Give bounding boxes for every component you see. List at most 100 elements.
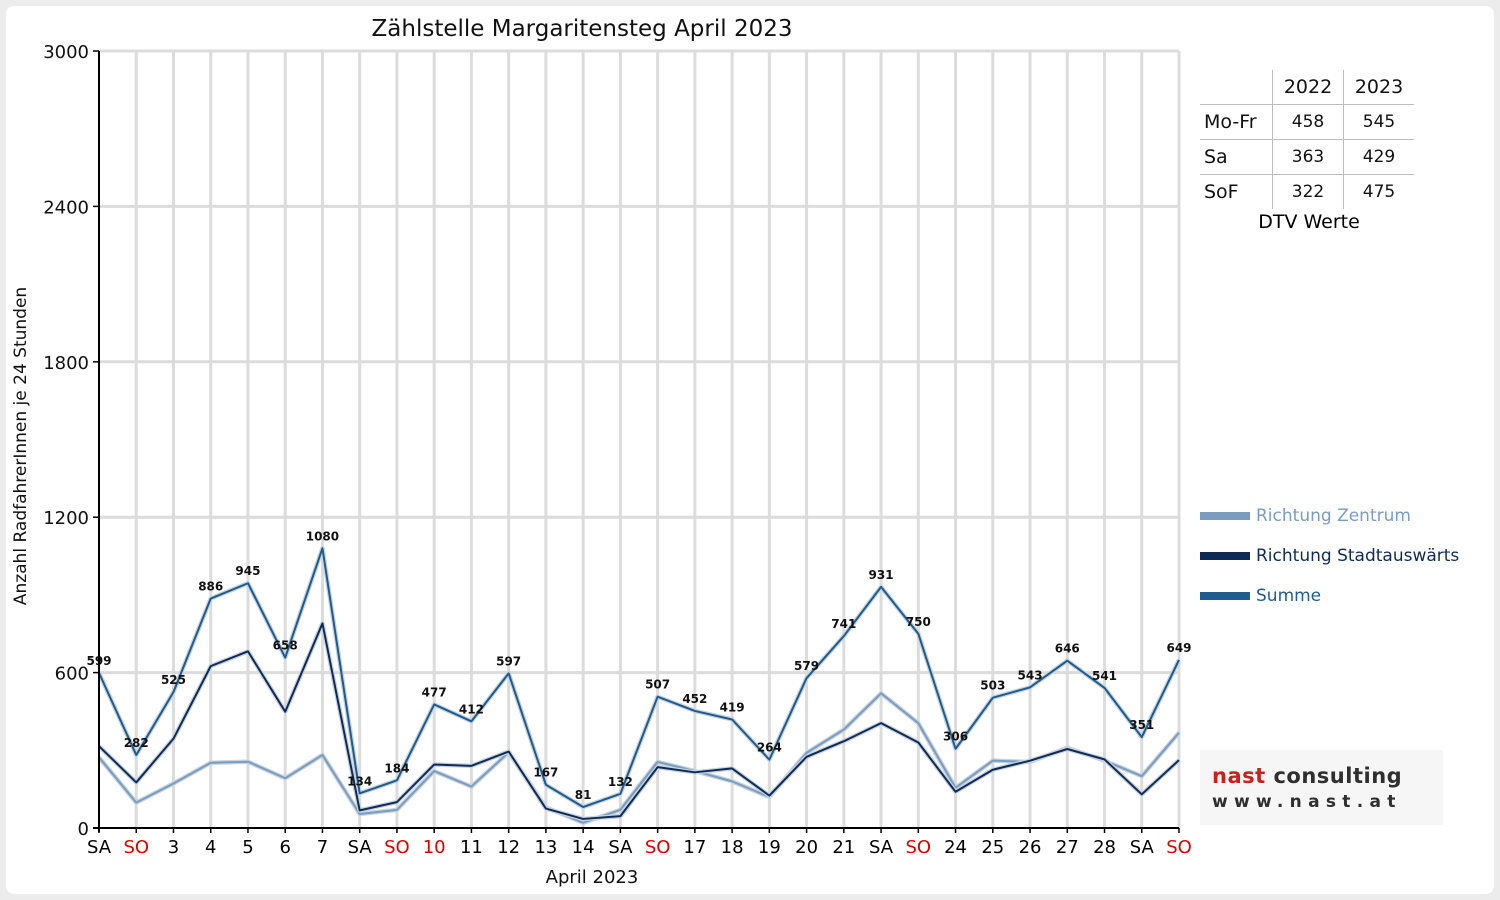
dtv-year-2022: 2022 (1272, 70, 1344, 105)
data-label: 503 (980, 679, 1005, 693)
x-tick-label: SO (906, 837, 932, 858)
data-label: 351 (1129, 718, 1154, 732)
x-axis-label: April 2023 (546, 867, 639, 888)
line-chart: Zählstelle Margaritensteg April 2023 Anz… (11, 16, 1192, 888)
x-tick-label: 27 (1056, 837, 1079, 858)
axes: 0 600 1200 1800 2400 3000 SA SO 3 4 5 6 7 SA SO 10 11 12 1… (43, 42, 1192, 858)
dtv-row-label: SoF (1200, 174, 1273, 209)
data-label: 599 (86, 654, 111, 668)
x-tick-label: 3 (168, 837, 179, 858)
y-tick-label: 0 (78, 819, 89, 840)
x-tick-label: SO (645, 837, 671, 858)
data-label: 658 (273, 639, 298, 653)
x-tick-label: 11 (460, 837, 483, 858)
x-tick-label: SA (1130, 837, 1155, 858)
data-label: 282 (124, 736, 149, 750)
dtv-table: 2022 2023 Mo-Fr 458 545 Sa 363 429 SoF 3… (1200, 70, 1420, 233)
logo-url: www.nast.at (1212, 792, 1402, 812)
nast-consulting-logo: nast consulting www.nast.at (1200, 750, 1443, 825)
data-label: 649 (1166, 641, 1191, 655)
data-label: 412 (459, 702, 484, 716)
legend-label: Richtung Zentrum (1256, 506, 1411, 526)
dtv-value: 545 (1343, 104, 1414, 140)
x-tick-label: 28 (1093, 837, 1116, 858)
series-lines (96, 546, 1182, 826)
legend-swatch (1200, 512, 1250, 520)
data-label: 646 (1055, 642, 1080, 656)
dtv-value: 458 (1272, 104, 1344, 140)
data-label: 750 (906, 615, 931, 629)
dtv-value: 475 (1343, 174, 1414, 209)
data-label: 167 (533, 766, 558, 780)
data-label: 419 (720, 700, 745, 714)
data-label: 525 (161, 673, 186, 687)
data-label: 931 (869, 568, 894, 582)
data-labels: 599 282 525 886 945 658 1080 134 184 477 412 597 167… (86, 529, 1191, 802)
data-label: 81 (575, 788, 592, 802)
x-tick-label: SA (608, 837, 633, 858)
legend-swatch (1200, 592, 1250, 600)
logo-wordmark: nast consulting (1212, 764, 1403, 788)
dtv-value: 363 (1272, 139, 1344, 175)
x-tick-label: SO (384, 837, 410, 858)
data-label: 945 (235, 564, 260, 578)
y-tick-label: 2400 (43, 197, 89, 218)
data-label: 477 (422, 685, 447, 699)
data-label: 264 (757, 741, 782, 755)
data-label: 306 (943, 730, 968, 744)
data-label: 543 (1018, 668, 1043, 682)
x-tick-label: 13 (534, 837, 557, 858)
x-tick-label: 6 (279, 837, 290, 858)
data-label: 134 (347, 774, 372, 788)
x-tick-label: SO (123, 837, 149, 858)
chart-title: Zählstelle Margaritensteg April 2023 (372, 16, 793, 42)
y-tick-label: 1800 (43, 353, 89, 374)
x-tick-label: 12 (497, 837, 520, 858)
data-label: 1080 (306, 529, 339, 543)
data-label: 597 (496, 654, 521, 668)
series-line (98, 547, 1180, 809)
dtv-caption: DTV Werte (1258, 211, 1360, 233)
x-tick-label: 21 (832, 837, 855, 858)
x-tick-label: 17 (683, 837, 706, 858)
x-tick-label: SA (869, 837, 894, 858)
series-line (98, 622, 1180, 820)
legend-item-stadtauswaerts: Richtung Stadtauswärts (1200, 536, 1459, 576)
x-tick-label: SA (87, 837, 112, 858)
x-tick-label: 5 (242, 837, 253, 858)
x-tick-label: 7 (317, 837, 328, 858)
x-tick-label: 10 (423, 837, 446, 858)
y-tick-label: 3000 (43, 42, 89, 63)
legend-swatch (1200, 552, 1250, 560)
x-tick-label: SO (1166, 837, 1192, 858)
y-axis-label: Anzahl RadfahrerInnen je 24 Stunden (11, 287, 31, 605)
legend-item-summe: Summe (1200, 576, 1459, 616)
x-tick-label: 24 (944, 837, 967, 858)
y-tick-label: 600 (55, 664, 89, 685)
x-tick-label: 19 (758, 837, 781, 858)
data-label: 132 (608, 775, 633, 789)
data-label: 184 (384, 761, 409, 775)
dtv-value: 429 (1343, 139, 1414, 175)
series-line (98, 692, 1180, 824)
legend-item-zentrum: Richtung Zentrum (1200, 496, 1459, 536)
y-tick-label: 1200 (43, 508, 89, 529)
legend-label: Summe (1256, 586, 1322, 606)
x-tick-label: 14 (572, 837, 595, 858)
data-label: 741 (831, 617, 856, 631)
data-label: 452 (682, 692, 707, 706)
series-line-halo (97, 621, 1181, 822)
x-tick-label: 18 (721, 837, 744, 858)
data-label: 579 (794, 659, 819, 673)
gridlines (99, 49, 1181, 828)
chart-frame: Zählstelle Margaritensteg April 2023 Anz… (6, 6, 1494, 894)
x-tick-label: SA (348, 837, 373, 858)
legend-label: Richtung Stadtauswärts (1256, 546, 1460, 566)
dtv-year-2023: 2023 (1354, 76, 1404, 98)
x-tick-label: 26 (1019, 837, 1042, 858)
x-tick-label: 20 (795, 837, 818, 858)
data-label: 507 (645, 678, 670, 692)
dtv-value: 322 (1272, 174, 1344, 209)
x-tick-label: 25 (981, 837, 1004, 858)
series-line-halo (97, 691, 1181, 826)
